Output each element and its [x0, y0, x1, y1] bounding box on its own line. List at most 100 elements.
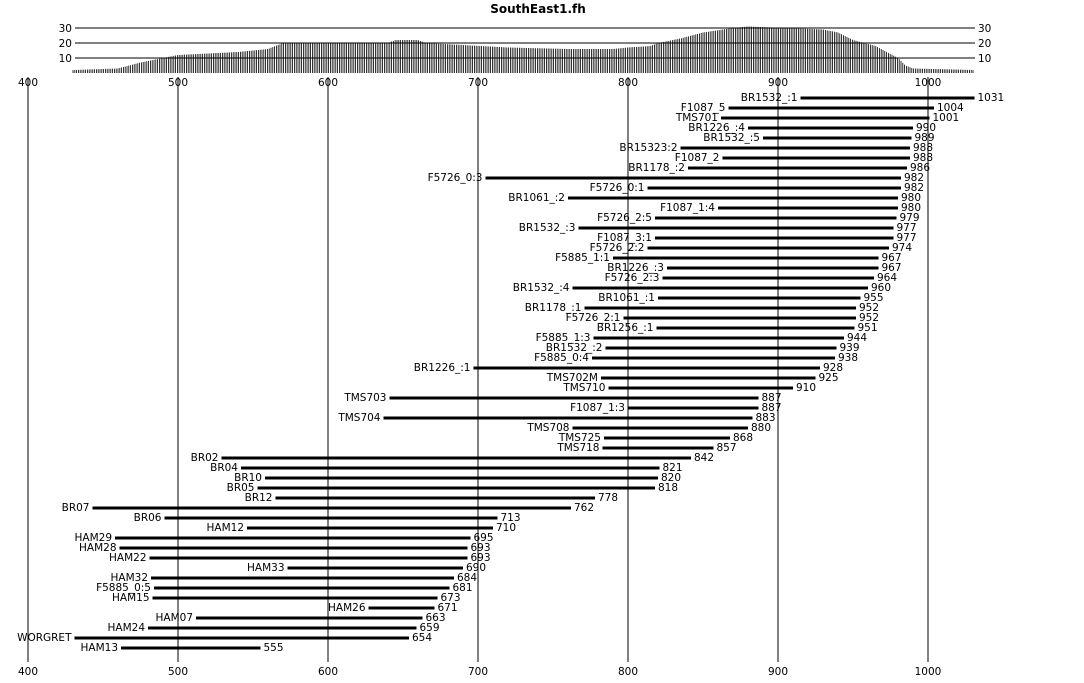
segment-label: BR07 [62, 502, 90, 514]
segment-end-value: 967 [882, 252, 902, 264]
segment: TMS710 910 [562, 382, 816, 394]
segment: TMS704 883 [337, 412, 775, 424]
segment: WORGRET 654 [17, 632, 432, 644]
segment: TMS701 1001 [675, 112, 959, 124]
segment-label: TMS701 [675, 112, 718, 124]
segment-end-value: 988 [913, 142, 933, 154]
segment-end-value: 673 [441, 592, 461, 604]
segment-end-value: 989 [915, 132, 935, 144]
segment: F1087_1:4 980 [660, 202, 921, 214]
segment-label: HAM32 [111, 572, 149, 584]
segment-label: F1087_3:1 [597, 232, 652, 244]
segment-end-value: 887 [762, 402, 782, 414]
segment: BR1532_:5 989 [703, 132, 934, 144]
segment-label: F5726_2:5 [597, 212, 652, 224]
segment-label: F5885_0:4 [534, 352, 589, 364]
segment-end-value: 671 [438, 602, 458, 614]
segment-label: BR1532_:4 [513, 282, 570, 294]
segment: F5885_0:5 681 [96, 582, 472, 594]
segment: HAM07 663 [156, 612, 446, 624]
segment-end-value: 982 [904, 182, 924, 194]
segment-end-value: 1031 [978, 92, 1005, 104]
segment-label: BR1532_:1 [741, 92, 798, 104]
segment: HAM13 555 [81, 642, 284, 654]
segment: F5726_2:1 952 [566, 312, 879, 324]
segment-label: HAM07 [156, 612, 194, 624]
segment: BR05 818 [227, 482, 678, 494]
segment-label: BR1532_:5 [703, 132, 760, 144]
segment-label: BR1178_:1 [525, 302, 582, 314]
segment-end-value: 974 [892, 242, 912, 254]
segment: F5885_0:4 938 [534, 352, 858, 364]
segment-end-value: 977 [897, 222, 917, 234]
segment-label: HAM29 [75, 532, 113, 544]
segment: BR1061_:1 955 [598, 292, 883, 304]
segment-label: HAM15 [112, 592, 150, 604]
segment: BR1256_:1 951 [597, 322, 878, 334]
segment: BR06 713 [134, 512, 521, 524]
segment: F5726_2:2 974 [590, 242, 913, 254]
segment-label: F5885_1:3 [536, 332, 591, 344]
segment: F5726_2:5 979 [597, 212, 919, 224]
segment-label: TMS725 [558, 432, 601, 444]
segment-end-value: 944 [847, 332, 867, 344]
segment-label: BR1178_:2 [628, 162, 685, 174]
segment-label: BR15323:2 [619, 142, 677, 154]
segment: BR12 778 [245, 492, 618, 504]
segment-end-value: 986 [910, 162, 930, 174]
segment: F5726_0:3 982 [428, 172, 924, 184]
segment-label: F5726_2:2 [590, 242, 645, 254]
segment: F1087_5 1004 [681, 102, 964, 114]
histogram-y-tick-label: 10 [59, 53, 72, 65]
segment-end-value: 713 [501, 512, 521, 524]
segment-end-value: 928 [823, 362, 843, 374]
segment-end-value: 980 [901, 202, 921, 214]
segment: BR10 820 [234, 472, 681, 484]
chart-title: SouthEast1.fh [490, 2, 586, 16]
segment-end-value: 939 [840, 342, 860, 354]
segment: F5726_0:1 982 [590, 182, 924, 194]
segment-end-value: 857 [717, 442, 737, 454]
segment: HAM22 693 [109, 552, 491, 564]
segment: F5885_1:3 944 [536, 332, 868, 344]
segment: HAM29 695 [75, 532, 494, 544]
x-tick-label: 800 [618, 77, 638, 89]
segment-label: F5726_0:1 [590, 182, 645, 194]
segment-end-value: 979 [900, 212, 920, 224]
segment-end-value: 964 [877, 272, 897, 284]
segment-end-value: 654 [412, 632, 432, 644]
x-tick-label: 600 [318, 77, 338, 89]
segment-label: F1087_5 [681, 102, 726, 114]
segment-label: TMS702M [546, 372, 598, 384]
segment-label: F5885_1:1 [555, 252, 610, 264]
segment-end-value: 821 [663, 462, 683, 474]
segment: TMS708 880 [526, 422, 771, 434]
histogram-y-tick-label: 30 [978, 23, 991, 35]
segment-end-value: 1004 [937, 102, 964, 114]
segments: BR1532_:1 1031 F1087_5 1004 TMS701 1001 BR1226… [17, 92, 1004, 654]
segment-label: BR1226_:1 [414, 362, 471, 374]
segment-label: BR1226_:4 [688, 122, 745, 134]
segment-label: BR1532_:2 [546, 342, 603, 354]
segment-label: TMS708 [526, 422, 569, 434]
segment-end-value: 693 [471, 552, 491, 564]
segment-label: HAM26 [328, 602, 366, 614]
segment-end-value: 1001 [933, 112, 960, 124]
x-tick-label: 400 [18, 666, 38, 678]
segment: BR15323:2 988 [619, 142, 933, 154]
x-tick-label: 500 [168, 666, 188, 678]
segment: BR02 842 [191, 452, 714, 464]
segment-label: TMS710 [562, 382, 605, 394]
segment: F1087_3:1 977 [597, 232, 916, 244]
histogram-y-tick-label: 20 [978, 38, 991, 50]
segment-end-value: 842 [694, 452, 714, 464]
segment: F5885_1:1 967 [555, 252, 901, 264]
segment-end-value: 960 [871, 282, 891, 294]
segment: HAM12 710 [207, 522, 517, 534]
segment-label: F5726_0:3 [428, 172, 483, 184]
segment-label: HAM24 [108, 622, 146, 634]
segment-end-value: 967 [882, 262, 902, 274]
segment-label: WORGRET [17, 632, 72, 644]
segment-label: BR1532_:3 [519, 222, 576, 234]
